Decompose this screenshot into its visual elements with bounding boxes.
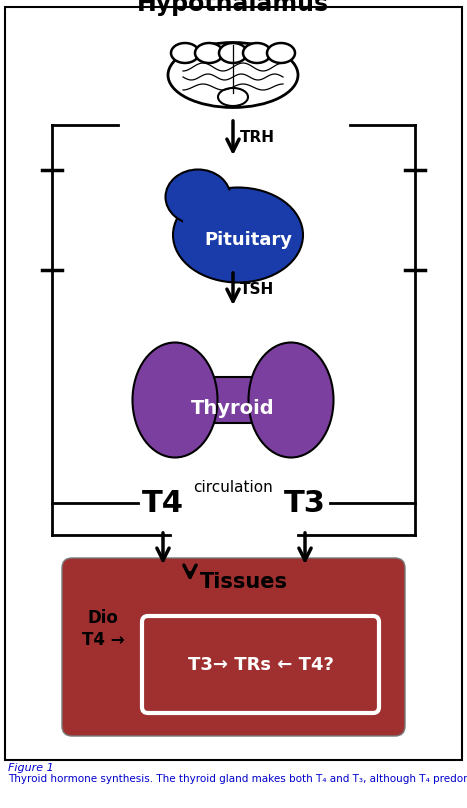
Text: Dio: Dio [88, 609, 119, 627]
Text: Pituitary: Pituitary [204, 231, 292, 249]
Text: circulation: circulation [193, 479, 273, 494]
FancyBboxPatch shape [62, 558, 405, 736]
Ellipse shape [219, 43, 247, 63]
Text: Hypothalamus: Hypothalamus [137, 0, 329, 16]
Ellipse shape [171, 43, 199, 63]
Text: T3→ TRs ← T4?: T3→ TRs ← T4? [188, 655, 333, 674]
Text: TRH: TRH [240, 131, 275, 145]
Text: Figure 1: Figure 1 [8, 763, 54, 773]
Ellipse shape [218, 88, 248, 106]
Ellipse shape [243, 43, 271, 63]
Text: TSH: TSH [240, 281, 274, 297]
Text: T3: T3 [284, 489, 326, 517]
Ellipse shape [248, 343, 333, 457]
Text: Thyroid hormone synthesis. The thyroid gland makes both T₄ and T₃, although T₄ p: Thyroid hormone synthesis. The thyroid g… [8, 774, 467, 784]
Ellipse shape [267, 43, 295, 63]
Ellipse shape [195, 43, 223, 63]
Ellipse shape [168, 43, 298, 107]
FancyBboxPatch shape [198, 377, 268, 423]
FancyBboxPatch shape [142, 616, 379, 713]
Ellipse shape [165, 170, 231, 225]
Ellipse shape [133, 343, 218, 457]
Text: T4 →: T4 → [82, 631, 124, 649]
Text: T4: T4 [142, 489, 184, 517]
Text: Thyroid: Thyroid [191, 398, 275, 418]
Ellipse shape [183, 190, 263, 250]
Text: Tissues: Tissues [200, 572, 288, 592]
Ellipse shape [173, 187, 303, 283]
